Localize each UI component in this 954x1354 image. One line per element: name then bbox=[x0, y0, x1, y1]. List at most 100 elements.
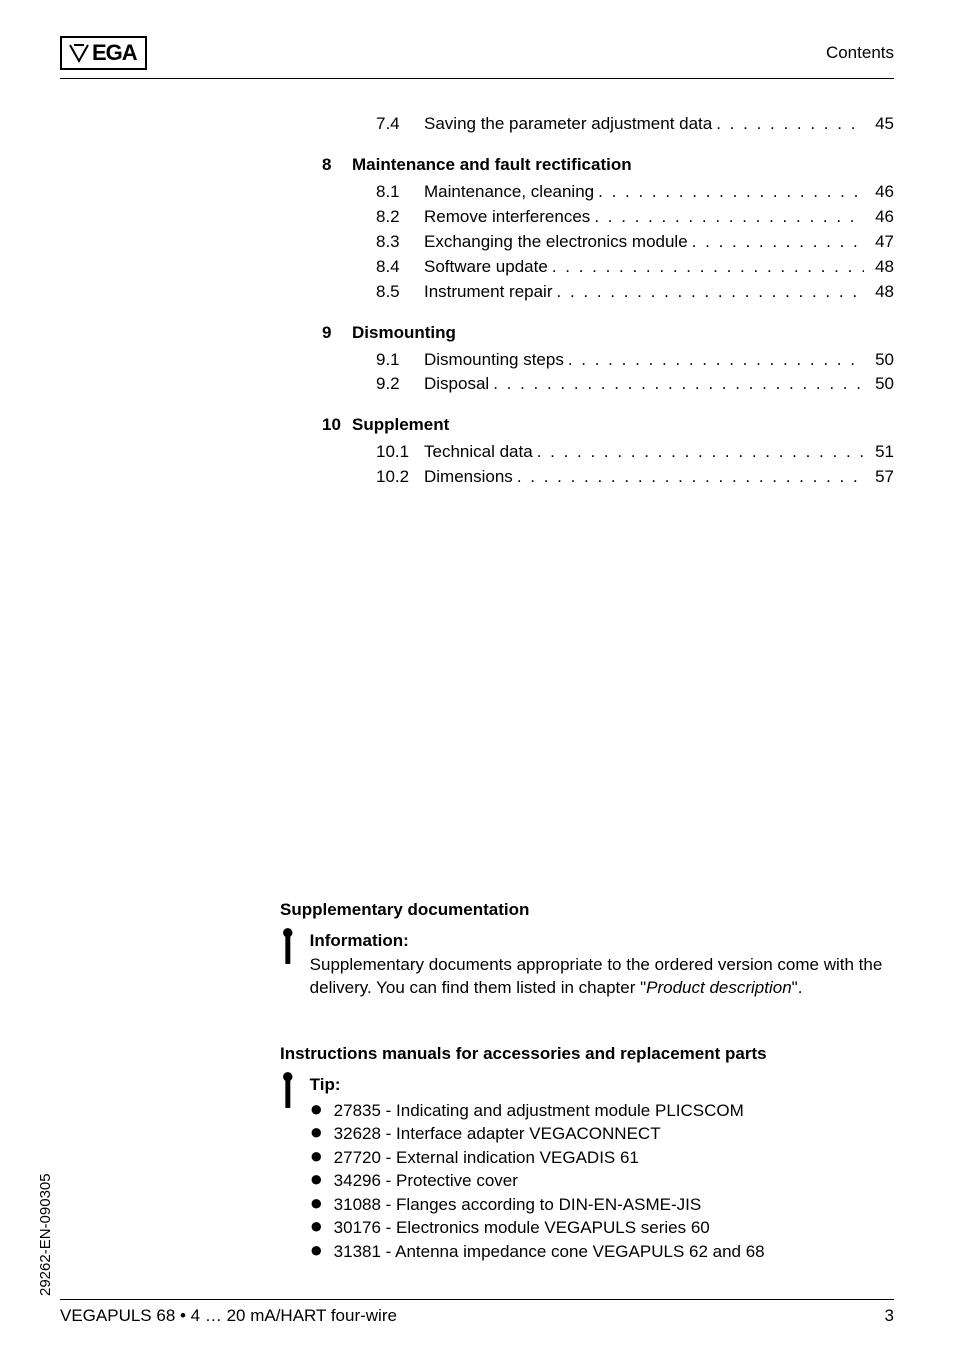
table-of-contents: 7.4Saving the parameter adjustment data … bbox=[322, 113, 894, 489]
toc-page: 50 bbox=[864, 349, 894, 372]
toc-sub-num: 10.2 bbox=[376, 466, 424, 489]
instructions-block: Instructions manuals for accessories and… bbox=[280, 1044, 890, 1263]
toc-page: 48 bbox=[864, 256, 894, 279]
toc-page: 48 bbox=[864, 281, 894, 304]
toc-sub-title: Exchanging the electronics module bbox=[424, 231, 688, 254]
bullet-text: 27720 - External indication VEGADIS 61 bbox=[334, 1146, 639, 1169]
bullet-item: ● 30176 - Electronics module VEGAPULS ser… bbox=[310, 1216, 765, 1239]
toc-sub-num: 7.4 bbox=[376, 113, 424, 136]
toc-leader-dots: . . . . . . . . . . . . . . . . . . . . … bbox=[688, 231, 864, 254]
bullet-icon: ● bbox=[310, 1216, 320, 1236]
supp-heading-2: Instructions manuals for accessories and… bbox=[280, 1044, 890, 1064]
bullet-item: ● 27720 - External indication VEGADIS 61 bbox=[310, 1146, 765, 1169]
toc-subitem: 10.1Technical data . . . . . . . . . . .… bbox=[322, 441, 894, 464]
toc-sub-num: 8.4 bbox=[376, 256, 424, 279]
toc-page: 46 bbox=[864, 181, 894, 204]
toc-page: 47 bbox=[864, 231, 894, 254]
bullet-icon: ● bbox=[310, 1169, 320, 1189]
bullet-text: 30176 - Electronics module VEGAPULS seri… bbox=[334, 1216, 710, 1239]
toc-sub-title: Maintenance, cleaning bbox=[424, 181, 594, 204]
bullet-item: ● 34296 - Protective cover bbox=[310, 1169, 765, 1192]
bullet-icon: ● bbox=[310, 1122, 320, 1142]
toc-subitem: 9.2Disposal . . . . . . . . . . . . . . … bbox=[322, 373, 894, 396]
bullet-item: ● 27835 - Indicating and adjustment modul… bbox=[310, 1099, 765, 1122]
toc-subitem: 8.4Software update . . . . . . . . . . .… bbox=[322, 256, 894, 279]
toc-subitem: 8.3Exchanging the electronics module . .… bbox=[322, 231, 894, 254]
footer: VEGAPULS 68 • 4 … 20 mA/HART four-wire 3 bbox=[60, 1299, 894, 1326]
toc-page: 45 bbox=[864, 113, 894, 136]
toc-subitem: 9.1Dismounting steps . . . . . . . . . .… bbox=[322, 349, 894, 372]
toc-sub-num: 8.5 bbox=[376, 281, 424, 304]
info-label: Information: bbox=[310, 930, 890, 953]
toc-sub-title: Software update bbox=[424, 256, 548, 279]
logo-text: EGA bbox=[92, 40, 137, 66]
toc-sub-title: Technical data bbox=[424, 441, 533, 464]
toc-leader-dots: . . . . . . . . . . . . . . . . . . . . … bbox=[548, 256, 864, 279]
toc-sub-title: Remove interferences bbox=[424, 206, 590, 229]
toc-sub-num: 9.1 bbox=[376, 349, 424, 372]
toc-page: 57 bbox=[864, 466, 894, 489]
toc-subitem: 8.1Maintenance, cleaning . . . . . . . .… bbox=[322, 181, 894, 204]
supp-heading-1: Supplementary documentation bbox=[280, 900, 890, 920]
toc-subitem: 7.4Saving the parameter adjustment data … bbox=[322, 113, 894, 136]
toc-leader-dots: . . . . . . . . . . . . . . . . . . . . … bbox=[564, 349, 864, 372]
toc-leader-dots: . . . . . . . . . . . . . . . . . . . . … bbox=[489, 373, 864, 396]
header-section-label: Contents bbox=[826, 43, 894, 63]
toc-leader-dots: . . . . . . . . . . . . . . . . . . . . … bbox=[533, 441, 864, 464]
bullet-text: 27835 - Indicating and adjustment module… bbox=[334, 1099, 744, 1122]
toc-subitem: 8.5Instrument repair . . . . . . . . . .… bbox=[322, 281, 894, 304]
bullet-icon: ● bbox=[310, 1099, 320, 1119]
bullet-text: 34296 - Protective cover bbox=[334, 1169, 518, 1192]
toc-sub-num: 8.1 bbox=[376, 181, 424, 204]
toc-sec-title: Supplement bbox=[352, 414, 449, 437]
toc-leader-dots: . . . . . . . . . . . . . . . . . . . . … bbox=[712, 113, 864, 136]
toc-sub-num: 8.2 bbox=[376, 206, 424, 229]
bullet-item: ● 31381 - Antenna impedance cone VEGAPULS… bbox=[310, 1240, 765, 1263]
toc-leader-dots: . . . . . . . . . . . . . . . . . . . . … bbox=[513, 466, 864, 489]
footer-rule bbox=[60, 1299, 894, 1300]
toc-leader-dots: . . . . . . . . . . . . . . . . . . . . … bbox=[594, 181, 864, 204]
tip-text: Tip: ● 27835 - Indicating and adjustment … bbox=[310, 1074, 765, 1263]
bullet-text: 31088 - Flanges according to DIN-EN-ASME… bbox=[334, 1193, 702, 1216]
toc-page: 50 bbox=[864, 373, 894, 396]
toc-sub-title: Instrument repair bbox=[424, 281, 553, 304]
header-rule bbox=[60, 78, 894, 79]
bullet-icon: ● bbox=[310, 1193, 320, 1213]
bullet-text: 32628 - Interface adapter VEGACONNECT bbox=[334, 1122, 661, 1145]
toc-section-head: 9Dismounting bbox=[322, 322, 894, 345]
toc-sec-num: 9 bbox=[322, 322, 352, 345]
toc-sub-title: Dismounting steps bbox=[424, 349, 564, 372]
tip-label: Tip: bbox=[310, 1074, 765, 1097]
bullet-icon: ● bbox=[310, 1240, 320, 1260]
doc-id-vertical: 29262-EN-090305 bbox=[37, 1173, 54, 1296]
footer-page-number: 3 bbox=[885, 1306, 894, 1326]
toc-sub-title: Saving the parameter adjustment data bbox=[424, 113, 712, 136]
toc-sec-num: 8 bbox=[322, 154, 352, 177]
toc-section-head: 8Maintenance and fault rectification bbox=[322, 154, 894, 177]
info-body-ital: Product description bbox=[646, 978, 792, 997]
toc-subitem: 10.2Dimensions . . . . . . . . . . . . .… bbox=[322, 466, 894, 489]
bullet-item: ● 32628 - Interface adapter VEGACONNECT bbox=[310, 1122, 765, 1145]
vega-logo: EGA bbox=[60, 36, 147, 70]
info-icon: ●┃ bbox=[280, 928, 296, 960]
bullet-icon: ● bbox=[310, 1146, 320, 1166]
toc-subitem: 8.2Remove interferences . . . . . . . . … bbox=[322, 206, 894, 229]
tip-icon: ●┃ bbox=[280, 1072, 296, 1104]
toc-leader-dots: . . . . . . . . . . . . . . . . . . . . … bbox=[590, 206, 864, 229]
info-body-2: ". bbox=[792, 978, 803, 997]
toc-sec-num: 10 bbox=[322, 414, 352, 437]
toc-sub-num: 9.2 bbox=[376, 373, 424, 396]
toc-sub-title: Disposal bbox=[424, 373, 489, 396]
footer-left: VEGAPULS 68 • 4 … 20 mA/HART four-wire bbox=[60, 1306, 397, 1326]
toc-sub-num: 8.3 bbox=[376, 231, 424, 254]
toc-sec-title: Maintenance and fault rectification bbox=[352, 154, 632, 177]
toc-sec-title: Dismounting bbox=[352, 322, 456, 345]
supplementary-doc-block: Supplementary documentation ●┃ Informati… bbox=[280, 900, 890, 1000]
info-text: Information: Supplementary documents app… bbox=[310, 930, 890, 1000]
toc-section-head: 10Supplement bbox=[322, 414, 894, 437]
toc-page: 46 bbox=[864, 206, 894, 229]
bullet-item: ● 31088 - Flanges according to DIN-EN-ASM… bbox=[310, 1193, 765, 1216]
toc-leader-dots: . . . . . . . . . . . . . . . . . . . . … bbox=[553, 281, 865, 304]
bullet-text: 31381 - Antenna impedance cone VEGAPULS … bbox=[334, 1240, 765, 1263]
toc-page: 51 bbox=[864, 441, 894, 464]
